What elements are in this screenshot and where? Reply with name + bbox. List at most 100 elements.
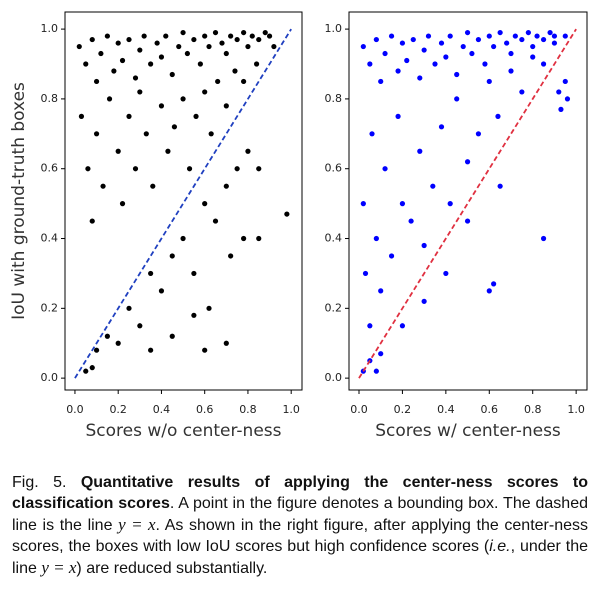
point [562, 78, 568, 85]
figure: 0.0 0.2 0.4 0.6 0.8 1.00.00.20.40.60.81.0Scor… [9, 11, 588, 441]
point [132, 166, 139, 172]
point [367, 61, 373, 67]
point [497, 183, 503, 189]
point [491, 43, 497, 50]
point [137, 47, 143, 53]
caption-text: Quantitative results of applying the cen… [12, 474, 588, 512]
plot: 0.0 0.2 0.4 0.6 0.8 1.00.00.20.40.60.81.0Scor… [325, 11, 588, 441]
point [85, 166, 91, 172]
point [89, 36, 95, 43]
y-tick-label: 0.0 [325, 371, 343, 384]
point [98, 50, 104, 57]
point [421, 47, 427, 53]
point [504, 40, 510, 46]
x-tick-label: 0.2 [109, 403, 127, 416]
point [141, 33, 147, 39]
point [508, 50, 514, 57]
point [382, 50, 388, 57]
point [253, 61, 260, 67]
point [388, 253, 395, 259]
plot: 0.0 0.2 0.4 0.6 0.8 1.00.00.20.40.60.81.0Scor… [9, 11, 303, 441]
caption: Fig. 5. Quantitative results of applying… [12, 472, 588, 579]
point [395, 113, 401, 119]
point [464, 29, 471, 36]
point [495, 113, 501, 119]
y-tick-label: 0.4 [41, 232, 59, 245]
point [551, 33, 558, 39]
point [223, 183, 229, 189]
point [171, 124, 178, 130]
point [154, 40, 160, 46]
point [148, 347, 154, 353]
point [469, 50, 475, 57]
point [137, 89, 143, 95]
x-tick-label: 0.4 [437, 403, 455, 416]
point [525, 29, 531, 36]
point [191, 312, 197, 318]
point [447, 33, 453, 39]
y-tick-label: 0.6 [41, 162, 59, 175]
point [284, 211, 290, 217]
point [234, 36, 240, 43]
point [169, 71, 175, 78]
point [228, 253, 234, 259]
point [89, 218, 95, 224]
point [562, 33, 568, 39]
point [83, 61, 89, 67]
point [158, 103, 165, 109]
point [148, 61, 154, 67]
point [223, 50, 229, 57]
point [93, 131, 100, 137]
point [447, 201, 453, 207]
point [497, 29, 503, 36]
point [464, 159, 471, 165]
point [508, 68, 514, 74]
point [241, 235, 247, 242]
point [165, 148, 171, 154]
x-tick-label: 0.2 [394, 403, 412, 416]
point [206, 43, 212, 50]
point [232, 68, 238, 74]
caption-text: , under the line [12, 538, 589, 577]
point [83, 368, 89, 374]
point [150, 183, 156, 189]
point [399, 40, 406, 46]
point [530, 43, 536, 50]
point [443, 270, 449, 277]
point [373, 235, 379, 242]
point [534, 33, 540, 39]
point [180, 96, 186, 102]
y-tick-label: 0.6 [325, 162, 343, 175]
x-tick-label: 0.0 [350, 403, 368, 416]
point [93, 78, 100, 85]
point [373, 368, 379, 374]
point [206, 305, 212, 311]
point [408, 218, 414, 224]
point [93, 347, 100, 353]
point [219, 40, 225, 46]
point [100, 183, 106, 189]
point [104, 333, 110, 339]
point [180, 235, 186, 242]
point [486, 33, 492, 39]
point [454, 71, 460, 78]
point [212, 29, 219, 36]
x-tick-label: 0.6 [196, 403, 214, 416]
point [223, 103, 229, 109]
point [438, 124, 445, 130]
point [158, 288, 165, 294]
point [378, 288, 384, 294]
caption-text: y = x [41, 558, 77, 577]
y-tick-label: 0.8 [41, 92, 59, 105]
point [432, 61, 438, 67]
point [241, 29, 247, 36]
point [540, 235, 547, 242]
point [132, 75, 139, 81]
point [519, 89, 525, 95]
point [512, 33, 518, 39]
point [425, 33, 432, 39]
point [126, 113, 132, 119]
point [417, 148, 423, 154]
x-tick-label: 0.4 [153, 403, 171, 416]
point [197, 61, 203, 67]
